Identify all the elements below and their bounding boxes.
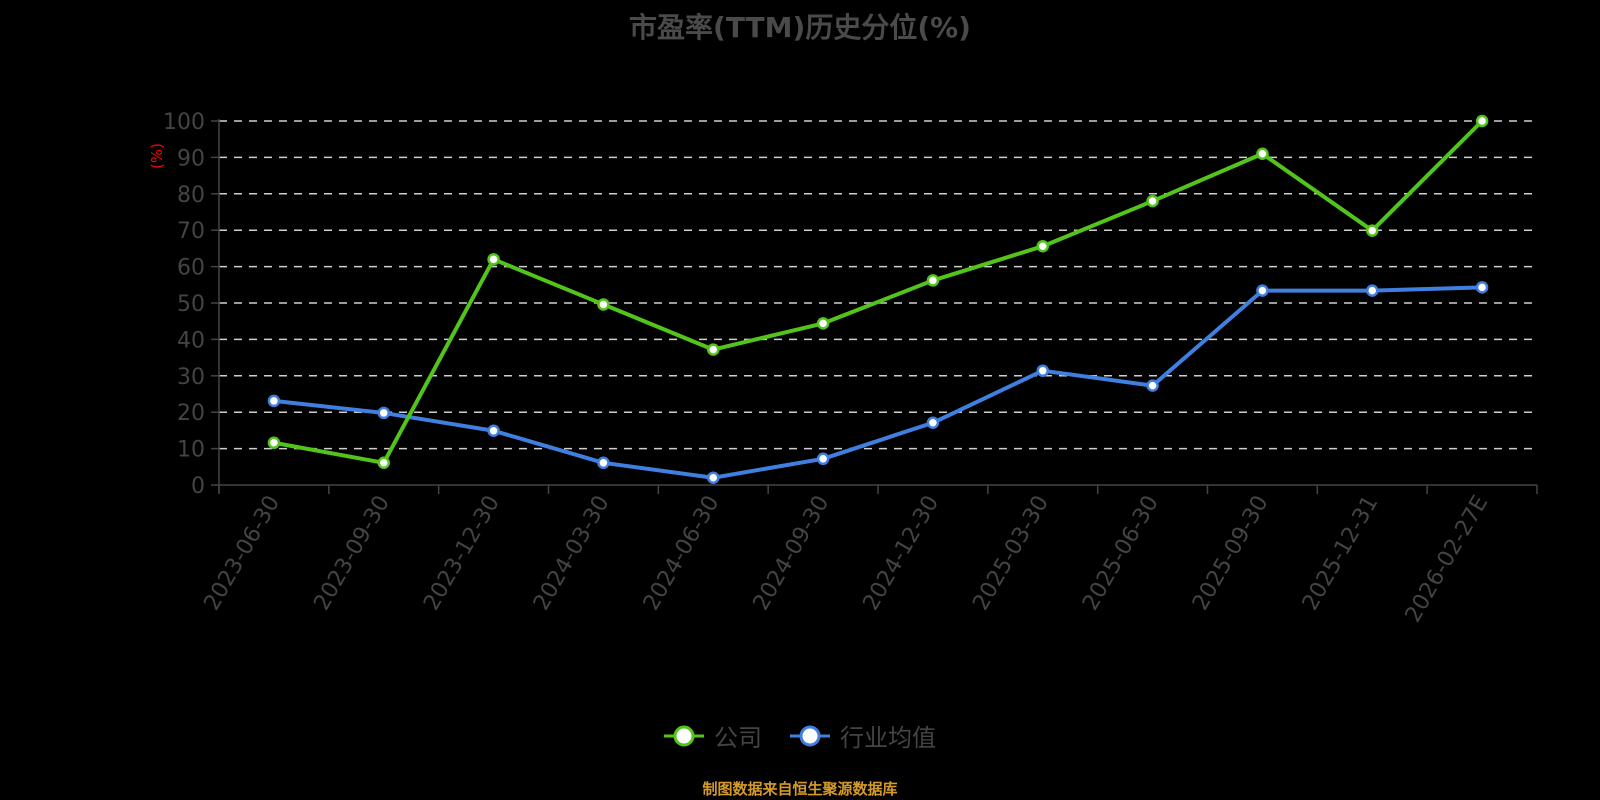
data-point[interactable] [1256, 147, 1269, 161]
series-line-industry [273, 285, 1483, 480]
data-point[interactable] [1146, 379, 1159, 392]
legend-item-company[interactable]: 公司 [664, 718, 762, 753]
data-point[interactable] [707, 471, 720, 484]
legend-marker-company-icon [664, 725, 704, 746]
data-point[interactable] [377, 406, 390, 420]
x-tick-label: 2023-12-30 [419, 492, 505, 615]
y-tick-label: 40 [177, 328, 205, 353]
y-tick-label: 30 [177, 365, 205, 390]
y-tick-label: 50 [177, 292, 205, 317]
y-tick-label: 80 [177, 183, 205, 208]
data-point[interactable] [816, 317, 830, 330]
y-tick-label: 70 [177, 219, 205, 244]
data-point[interactable] [1366, 284, 1379, 297]
x-tick-label: 2024-03-30 [529, 492, 615, 615]
x-tick-label: 2024-06-30 [639, 492, 725, 615]
x-tick-label: 2025-12-31 [1298, 492, 1384, 615]
series-line-company [273, 119, 1484, 465]
data-point[interactable] [707, 343, 720, 356]
x-tick-label: 2026-02-27E [1401, 492, 1494, 627]
legend-marker-industry-icon [790, 725, 830, 746]
data-point[interactable] [597, 456, 610, 470]
y-tick-label: 90 [177, 146, 205, 171]
data-point[interactable] [487, 253, 500, 266]
legend: 公司 行业均值 [0, 718, 1600, 753]
y-tick-label: 20 [177, 401, 205, 426]
x-tick-label: 2024-09-30 [749, 492, 835, 615]
data-point[interactable] [1146, 194, 1159, 208]
y-tick-label: 100 [163, 110, 205, 135]
data-point[interactable] [1366, 224, 1379, 237]
data-point[interactable] [1475, 114, 1489, 128]
data-point[interactable] [1036, 239, 1049, 253]
x-tick-label: 2025-09-30 [1188, 492, 1274, 615]
y-tick-label: 10 [177, 438, 205, 463]
data-point[interactable] [816, 452, 830, 466]
legend-item-industry[interactable]: 行业均值 [790, 718, 936, 753]
data-point[interactable] [926, 416, 940, 430]
data-point[interactable] [1036, 364, 1049, 377]
y-axis-unit-label: (%) [148, 143, 166, 169]
data-point[interactable] [267, 436, 281, 450]
chart-title: 市盈率(TTM)历史分位(%) [629, 11, 971, 44]
data-point[interactable] [926, 274, 940, 287]
x-tick-label: 2024-12-30 [859, 492, 945, 615]
data-point[interactable] [1256, 284, 1269, 297]
y-tick-label: 0 [191, 474, 205, 499]
legend-label-company: 公司 [714, 724, 762, 752]
legend-label-industry: 行业均值 [840, 724, 936, 752]
data-source-footer: 制图数据来自恒生聚源数据库 [702, 780, 898, 798]
x-tick-label: 2023-09-30 [309, 492, 395, 615]
x-tick-label: 2025-06-30 [1078, 492, 1164, 615]
data-point[interactable] [1475, 281, 1489, 294]
data-point[interactable] [377, 456, 390, 470]
x-tick-label: 2023-06-30 [200, 492, 286, 615]
data-point[interactable] [597, 298, 610, 311]
x-tick-label: 2025-03-30 [968, 492, 1054, 615]
y-tick-label: 60 [177, 256, 205, 281]
data-point[interactable] [487, 424, 500, 438]
data-point[interactable] [267, 394, 281, 408]
